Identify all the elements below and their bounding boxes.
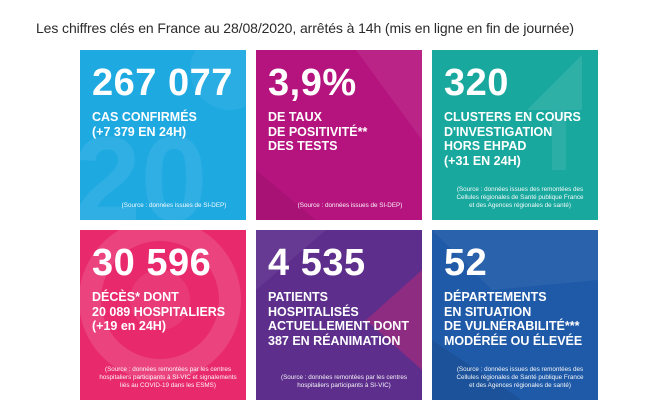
source-line: et des Agences régionales de santé)	[469, 202, 571, 209]
label-line: HORS EHPAD	[444, 139, 527, 153]
source-line: hospitaliers participants à SI-VIC)	[297, 382, 391, 389]
tile-number: 320	[444, 62, 509, 104]
tile-confirmed-cases: 20 267 077 CAS CONFIRMÉS (+7 379 EN 24H)…	[80, 50, 246, 220]
tile-source: (Source : données issues de SI-DEP)	[286, 202, 414, 210]
label-line: ACTUELLEMENT DONT	[268, 319, 409, 333]
tile-number: 3,9%	[268, 62, 357, 104]
source-line: Cellules régionales de Santé publique Fr…	[456, 374, 584, 381]
tile-source: (Source : données remontées par les cent…	[274, 374, 414, 390]
tile-label: CLUSTERS EN COURS D'INVESTIGATION HORS E…	[444, 110, 581, 168]
tile-number: 4 535	[268, 242, 366, 284]
tile-source: (Source : données remontées par les cent…	[98, 366, 238, 390]
source-line: Cellules régionales de Santé publique Fr…	[456, 194, 584, 201]
tile-source: (Source : données issues des remontées d…	[450, 186, 590, 210]
tile-decoration	[527, 55, 582, 170]
source-line: (Source : données remontées par les cent…	[280, 374, 407, 381]
tile-label: PATIENTS HOSPITALISÉS ACTUELLEMENT DONT …	[268, 290, 409, 348]
tile-decoration	[256, 230, 422, 370]
tile-deaths: 30 596 DÉCÈS* DONT 20 089 HOSPITALIERS (…	[80, 230, 246, 400]
source-line: hospitaliers participants à SI-VIC et si…	[99, 374, 237, 381]
tile-number: 30 596	[92, 242, 212, 284]
label-line: CLUSTERS EN COURS	[444, 110, 581, 124]
label-line: 387 EN RÉANIMATION	[268, 333, 401, 348]
tile-hospitalized: 4 535 PATIENTS HOSPITALISÉS ACTUELLEMENT…	[256, 230, 422, 400]
source-line: (Source : données issues des remontées d…	[456, 366, 584, 373]
label-line: EN SITUATION	[444, 304, 532, 319]
label-line: HOSPITALISÉS	[268, 304, 359, 319]
label-line: DE POSITIVITÉ**	[268, 124, 368, 139]
tile-decoration: 20	[80, 50, 246, 220]
source-line: (Source : données remontées par les cent…	[104, 366, 231, 373]
label-line: D'INVESTIGATION	[444, 124, 553, 139]
tile-number: 52	[444, 242, 488, 284]
label-line: DE TAUX	[268, 110, 322, 124]
label-line: DE VULNÉRABILITÉ***	[444, 319, 580, 333]
label-line: (+7 379 EN 24H)	[92, 124, 187, 139]
label-line: MODÉRÉE OU ÉLEVÉE	[444, 333, 583, 348]
tile-decoration	[80, 230, 241, 381]
tile-number: 267 077	[92, 62, 233, 104]
tile-decoration	[256, 50, 422, 220]
label-line: DÉPARTEMENTS	[444, 290, 547, 304]
tile-label: DE TAUX DE POSITIVITÉ** DES TESTS	[268, 110, 367, 154]
tile-label: DÉPARTEMENTS EN SITUATION DE VULNÉRABILI…	[444, 290, 582, 348]
source-line: (Source : données issues des remontées d…	[456, 186, 584, 193]
source-line: et des Agences régionales de santé)	[469, 382, 571, 389]
tile-positivity-rate: 3,9% DE TAUX DE POSITIVITÉ** DES TESTS (…	[256, 50, 422, 220]
label-line: 20 089 HOSPITALIERS	[92, 304, 226, 319]
svg-text:20: 20	[80, 112, 207, 220]
tile-clusters: 320 CLUSTERS EN COURS D'INVESTIGATION HO…	[432, 50, 598, 220]
page-heading: Les chiffres clés en France au 28/08/202…	[36, 20, 574, 36]
source-line: (Source : données issues de SI-DEP)	[121, 202, 227, 209]
label-line: CAS CONFIRMÉS	[92, 110, 197, 124]
label-line: PATIENTS	[268, 290, 328, 304]
tile-source: (Source : données issues des remontées d…	[450, 366, 590, 390]
source-line: liés au COVID-19 dans les ESMS)	[120, 382, 216, 389]
tile-source: (Source : données issues de SI-DEP)	[110, 202, 238, 210]
source-line: (Source : données issues de SI-DEP)	[297, 202, 403, 209]
label-line: (+19 en 24H)	[92, 319, 166, 333]
tile-vulnerable-departments: 52 DÉPARTEMENTS EN SITUATION DE VULNÉRAB…	[432, 230, 598, 400]
label-line: DÉCÈS* DONT	[92, 290, 179, 304]
label-line: DES TESTS	[268, 139, 338, 153]
tile-decoration	[432, 230, 598, 400]
tile-label: CAS CONFIRMÉS (+7 379 EN 24H)	[92, 110, 197, 139]
label-line: (+31 EN 24H)	[444, 153, 521, 168]
tile-label: DÉCÈS* DONT 20 089 HOSPITALIERS (+19 en …	[92, 290, 225, 334]
